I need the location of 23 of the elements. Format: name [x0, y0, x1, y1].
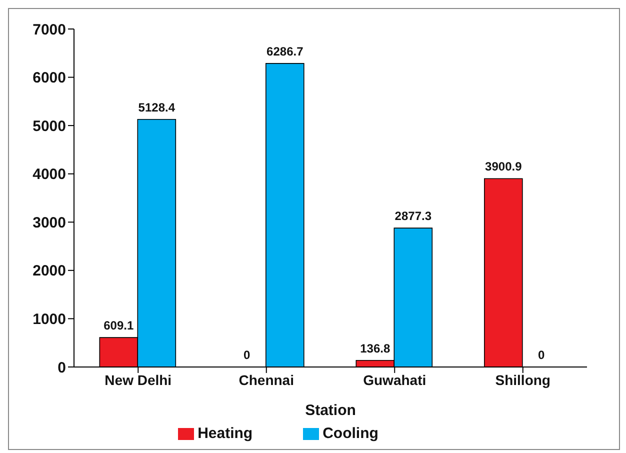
x-tick-label: New Delhi [104, 372, 172, 388]
y-tick-label: 5000 [32, 118, 66, 135]
data-label: 2877.3 [394, 209, 432, 224]
y-tick-label: 3000 [32, 214, 66, 232]
data-label: 3900.9 [485, 160, 522, 174]
y-tick-label: 0 [58, 359, 66, 376]
x-tick-label: Guwahati [363, 372, 426, 388]
legend-label: Cooling [322, 424, 378, 442]
legend-label: Heating [198, 424, 253, 442]
data-label: 136.8 [360, 341, 390, 356]
data-label: 5128.4 [138, 100, 176, 114]
data-label: 6286.7 [266, 44, 304, 58]
y-tick-label: 6000 [32, 70, 66, 87]
x-axis-title: Station [305, 402, 356, 419]
y-tick-label: 4000 [32, 166, 66, 184]
y-tick-label: 2000 [32, 262, 66, 280]
data-label: 0 [244, 348, 251, 362]
data-label: 0 [538, 348, 546, 362]
data-label: 609.1 [104, 318, 134, 333]
y-tick-label: 7000 [32, 21, 66, 38]
x-tick-label: Shillong [495, 372, 550, 388]
x-tick-label: Chennai [238, 372, 294, 388]
y-tick-label: 1000 [32, 311, 66, 328]
